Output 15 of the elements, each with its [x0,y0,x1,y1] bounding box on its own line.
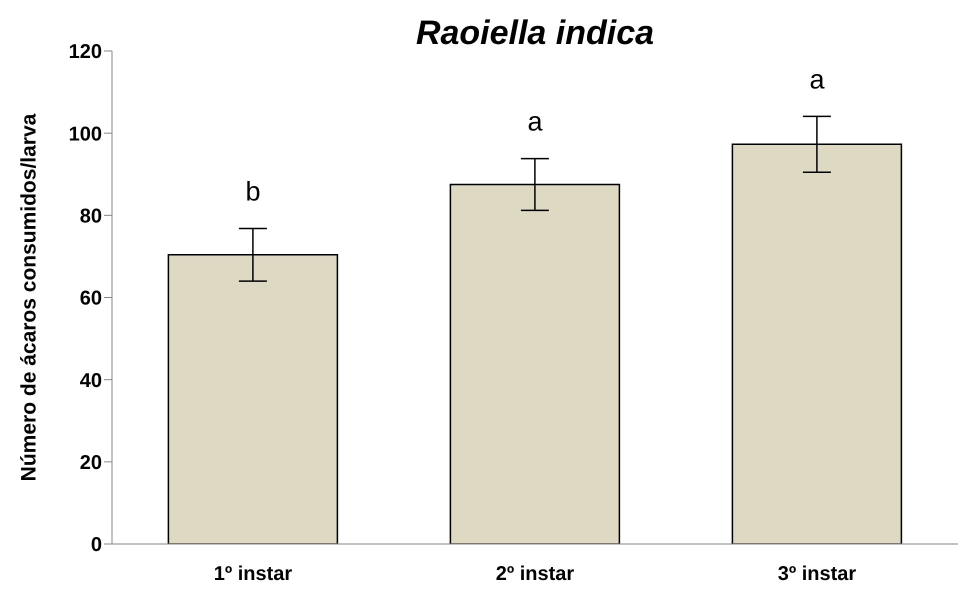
y-tick-label: 0 [90,534,102,556]
y-tick-label: 40 [80,370,102,392]
y-tick-label: 100 [68,123,102,146]
x-tick-label: 3º instar [778,563,856,586]
y-tick-label: 120 [68,41,102,64]
annotation: a [527,106,544,137]
x-tick-label: 2º instar [496,563,574,586]
annotation: a [809,64,826,94]
chart-title: Raoiella indica [416,14,654,52]
annotation: b [245,176,261,206]
y-tick-label: 60 [80,288,102,310]
y-tick-label: 80 [80,205,102,228]
y-axis-title: Número de ácaros consumidos/larva [17,113,40,482]
y-tick-label: 20 [80,452,102,474]
x-tick-label: 1º instar [214,563,292,586]
